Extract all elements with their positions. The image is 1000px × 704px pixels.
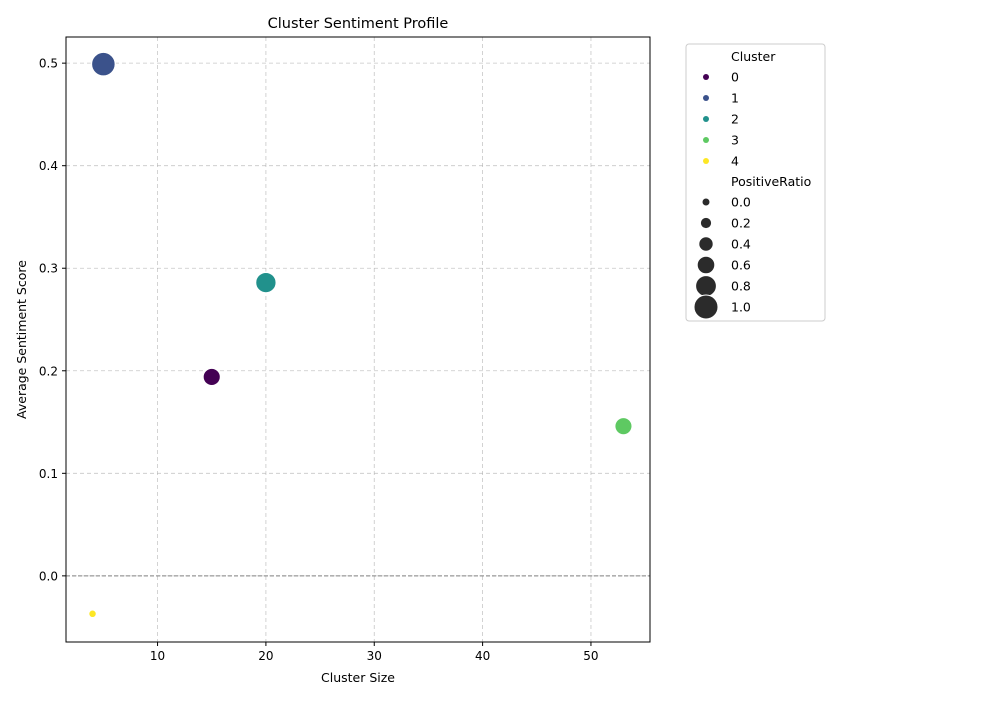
legend-cluster-1-marker xyxy=(703,95,709,101)
cluster-2-point xyxy=(254,271,278,294)
legend-size-label: 0.8 xyxy=(731,279,751,294)
x-axis-ticks: 10 20 30 40 50 xyxy=(150,642,599,663)
legend-size-marker xyxy=(693,294,719,320)
cluster-1-point xyxy=(90,51,117,77)
legend-cluster-0-marker xyxy=(703,74,709,80)
legend-size-marker xyxy=(699,216,713,230)
x-tick-label: 50 xyxy=(583,649,598,663)
y-tick-label: 0.0 xyxy=(39,569,58,583)
chart-title: Cluster Sentiment Profile xyxy=(268,16,449,32)
x-axis-label: Cluster Size xyxy=(321,670,395,685)
cluster-0-point xyxy=(202,367,222,387)
legend-box xyxy=(685,43,826,322)
legend-size-label: 0.6 xyxy=(731,258,751,273)
cluster-3-point xyxy=(613,416,634,436)
y-tick-label: 0.3 xyxy=(39,262,58,276)
y-tick-label: 0.4 xyxy=(39,159,58,173)
legend: Cluster PositiveRatio 0 1 2 3 4 0.0 0.2 0.4 0.6 0… xyxy=(685,43,826,322)
legend-size-label: 1.0 xyxy=(731,300,751,315)
y-axis-label: Average Sentiment Score xyxy=(14,260,29,419)
legend-size-marker xyxy=(698,236,714,252)
x-tick-label: 30 xyxy=(367,649,382,663)
legend-cluster-4-label: 4 xyxy=(731,154,739,169)
legend-cluster-2-label: 2 xyxy=(731,112,739,127)
data-points xyxy=(87,51,634,619)
legend-size-label: 0.2 xyxy=(731,216,751,231)
x-tick-label: 20 xyxy=(258,649,273,663)
legend-size-marker xyxy=(696,255,716,275)
plot-frame xyxy=(65,36,651,643)
x-tick-label: 10 xyxy=(150,649,165,663)
legend-cluster-3-marker xyxy=(703,137,709,143)
legend-cluster-2-marker xyxy=(703,116,709,122)
y-tick-label: 0.2 xyxy=(39,364,58,378)
y-tick-label: 0.5 xyxy=(39,57,58,71)
legend-size-label: 0.4 xyxy=(731,237,751,252)
legend-size-marker xyxy=(695,275,717,297)
legend-cluster-4-marker xyxy=(703,158,709,164)
legend-positive-ratio-title: PositiveRatio xyxy=(731,174,811,189)
legend-cluster-title: Cluster xyxy=(731,49,776,64)
cluster-4-point xyxy=(87,609,98,619)
legend-cluster-1-label: 1 xyxy=(731,91,739,106)
x-tick-label: 40 xyxy=(475,649,490,663)
y-axis-ticks: 0.0 0.1 0.2 0.3 0.4 0.5 xyxy=(39,57,66,583)
y-tick-label: 0.1 xyxy=(39,467,58,481)
legend-cluster-3-label: 3 xyxy=(731,133,739,148)
legend-cluster-0-label: 0 xyxy=(731,70,739,85)
legend-size-label: 0.0 xyxy=(731,195,751,210)
legend-size-marker xyxy=(701,197,711,207)
